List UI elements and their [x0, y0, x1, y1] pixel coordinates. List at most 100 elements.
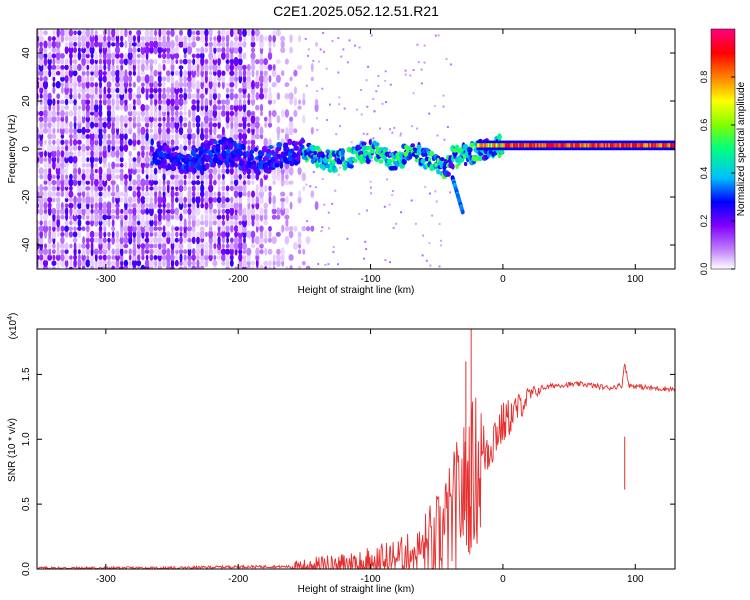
heatmap-cell [132, 230, 137, 239]
heatmap-cell [136, 201, 142, 210]
heatmap-cell [204, 190, 209, 199]
heatmap-cell [183, 196, 187, 203]
heatmap-cell [657, 143, 660, 148]
heatmap-cell [242, 255, 247, 260]
heatmap-cell [64, 70, 69, 76]
heatmap-cell [209, 70, 213, 76]
heatmap-cell [103, 225, 107, 233]
heatmap-cell [208, 247, 213, 256]
heatmap-cell [204, 213, 208, 221]
heatmap-cell [119, 114, 124, 124]
heatmap-cell [318, 60, 321, 63]
heatmap-cell [276, 248, 281, 255]
heatmap-cell [64, 189, 69, 199]
heatmap-cell [183, 122, 188, 128]
heatmap-cell [51, 185, 57, 192]
heatmap-cell [127, 57, 133, 66]
heatmap-cell [222, 243, 225, 249]
heatmap-cell [136, 163, 142, 168]
heatmap-cell [293, 69, 298, 77]
heatmap-cell [56, 214, 60, 220]
heatmap-cell [158, 126, 162, 135]
heatmap-cell [52, 127, 56, 134]
heatmap-cell [158, 70, 162, 77]
heatmap-cell [536, 143, 539, 148]
heatmap-cell [170, 139, 175, 146]
heatmap-cell [389, 261, 391, 264]
heatmap-cell [358, 213, 361, 216]
heatmap-cell [145, 203, 149, 208]
heatmap-cell [128, 161, 132, 170]
heatmap-cell [37, 226, 40, 232]
heatmap-cell [107, 190, 111, 198]
heatmap-cell [93, 41, 99, 48]
heatmap-cell [241, 266, 248, 269]
heatmap-cell [174, 104, 179, 111]
heatmap-cell [246, 64, 251, 71]
heatmap-cell [247, 29, 251, 37]
heatmap-cell [611, 143, 614, 148]
heatmap-cell [436, 168, 441, 175]
heatmap-cell [137, 58, 141, 65]
heatmap-cell [188, 155, 193, 160]
heatmap-cell [204, 85, 208, 95]
heatmap-cell [568, 143, 571, 148]
heatmap-cell [267, 91, 273, 101]
heatmap-cell [179, 195, 183, 205]
heatmap-cell [56, 201, 61, 211]
heatmap-cell [127, 64, 133, 71]
heatmap-cell [144, 259, 150, 268]
heatmap-cell [72, 64, 78, 71]
heatmap-cell [69, 52, 73, 60]
heatmap-cell [120, 208, 124, 214]
heatmap-cell [132, 92, 137, 100]
heatmap-cell [158, 259, 162, 268]
heatmap-cell [119, 132, 124, 141]
heatmap-cell [217, 30, 221, 36]
heatmap-cell [69, 63, 73, 72]
heatmap-cell [268, 99, 272, 105]
heatmap-cell [478, 143, 481, 148]
heatmap-cell [68, 46, 74, 55]
heatmap-cell [166, 202, 171, 209]
colorbar-tick-label: 0.4 [699, 167, 709, 180]
heatmap-cell [89, 254, 95, 261]
heatmap-cell [251, 47, 255, 53]
heatmap-cell [98, 178, 103, 188]
heatmap-cell [106, 104, 112, 112]
heatmap-cell [68, 214, 73, 220]
heatmap-cell [242, 36, 247, 41]
heatmap-cell [229, 46, 235, 54]
heatmap-cell [102, 138, 108, 147]
heatmap-cell [477, 155, 484, 162]
heatmap-cell [64, 29, 69, 38]
heatmap-cell [47, 207, 52, 216]
heatmap-cell [221, 41, 226, 48]
heatmap-cell [153, 202, 158, 209]
heatmap-cell [73, 151, 77, 157]
heatmap-cell [484, 143, 487, 148]
heatmap-cell [149, 74, 154, 84]
heatmap-cell [136, 220, 141, 226]
heatmap-cell [43, 121, 48, 129]
heatmap-cell [64, 163, 69, 168]
heatmap-cell [115, 34, 120, 44]
heatmap-cell [196, 80, 200, 90]
heatmap-cell [174, 226, 180, 231]
heatmap-cell [174, 207, 179, 216]
heatmap-cell [155, 159, 162, 165]
heatmap-cell [183, 87, 187, 94]
heatmap-cell [187, 109, 192, 118]
heatmap-cell [39, 76, 43, 82]
heatmap-cell [187, 213, 192, 221]
heatmap-cell [268, 110, 272, 117]
heatmap-cell [149, 173, 153, 181]
heatmap-cell [213, 51, 217, 61]
heatmap-cell [225, 185, 230, 192]
heatmap-cell [144, 45, 150, 55]
heatmap-cell [225, 208, 231, 215]
heatmap-cell [442, 105, 445, 108]
heatmap-cell [81, 155, 86, 164]
heatmap-cell [157, 212, 162, 222]
heatmap-cell [229, 167, 234, 175]
